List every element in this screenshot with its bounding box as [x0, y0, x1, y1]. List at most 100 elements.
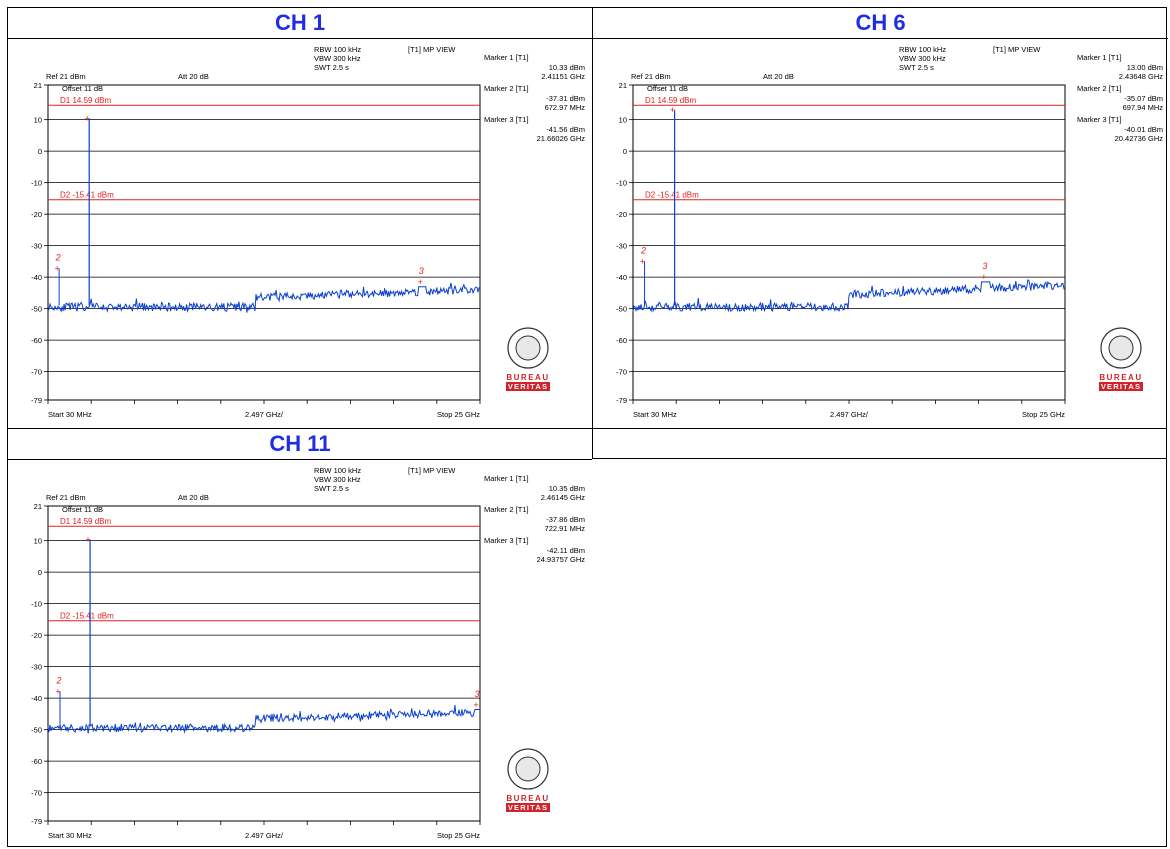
- marker-cross: +: [85, 535, 90, 545]
- ref-label: Ref 21 dBm: [46, 493, 86, 502]
- marker-readout-level: -42.11 dBm: [547, 546, 585, 555]
- offset-label: Offset 11 dB: [62, 84, 103, 93]
- limit-label: D2 -15.41 dBm: [60, 612, 114, 621]
- x-div-label: 2.497 GHz/: [830, 410, 869, 419]
- att-label: Att 20 dB: [178, 72, 209, 81]
- marker-readout-title: Marker 1 [T1]: [484, 474, 529, 483]
- ref-label: Ref 21 dBm: [46, 72, 86, 81]
- panel-ch11: CH 11 RBW 100 kHz VBW 300 kHz SWT 2.5 s [T1…: [8, 429, 592, 848]
- limit-label: D2 -15.41 dBm: [60, 191, 114, 200]
- y-tick-label: -60: [31, 757, 42, 766]
- y-tick-label: 21: [34, 502, 42, 511]
- y-tick-label: -70: [31, 789, 42, 798]
- marker-readout-title: Marker 3 [T1]: [484, 536, 529, 545]
- y-tick-label: 0: [623, 147, 627, 156]
- marker-cross: +: [54, 264, 59, 274]
- trace-line: [47, 705, 480, 734]
- marker-cross: +: [640, 257, 645, 267]
- vbw-label: VBW 300 kHz: [314, 54, 361, 63]
- panel-ch1: CH 1 RBW 100 kHz VBW 300 kHz SWT 2.5 s [T1]…: [8, 8, 592, 428]
- logo-word-box: [506, 373, 550, 381]
- limit-label: D2 -15.41 dBm: [645, 191, 699, 200]
- y-tick-label: -70: [616, 368, 627, 377]
- x-stop-label: Stop 25 GHz: [1022, 410, 1065, 419]
- y-tick-label: 10: [34, 116, 42, 125]
- vbw-label: VBW 300 kHz: [899, 54, 946, 63]
- y-tick-label: -10: [31, 179, 42, 188]
- limit-label: D1 14.59 dBm: [60, 517, 111, 526]
- ref-label: Ref 21 dBm: [631, 72, 671, 81]
- y-tick-label: -40: [31, 273, 42, 282]
- plot-frame: [632, 84, 1066, 401]
- y-tick-label: -40: [616, 273, 627, 282]
- logo-word-band: [506, 803, 550, 812]
- marker-cross: +: [670, 105, 675, 115]
- marker-cross: +: [473, 700, 478, 710]
- offset-label: Offset 11 dB: [62, 505, 103, 514]
- logo-word-veritas: VERITAS: [508, 382, 548, 391]
- x-stop-label: Stop 25 GHz: [437, 831, 480, 840]
- marker-number: 3: [474, 689, 479, 699]
- panel-title: CH 6: [593, 8, 1168, 39]
- y-tick-label: -79: [31, 396, 42, 405]
- x-start-label: Start 30 MHz: [48, 831, 92, 840]
- marker-number: 2: [640, 246, 646, 256]
- y-tick-label: -10: [616, 179, 627, 188]
- marker-readout-title: Marker 1 [T1]: [1077, 53, 1122, 62]
- y-tick-label: 0: [38, 147, 42, 156]
- att-label: Att 20 dB: [178, 493, 209, 502]
- marker-readout-level: -40.01 dBm: [1124, 125, 1163, 134]
- logo-word-band: [1099, 382, 1143, 391]
- y-tick-label: 21: [34, 81, 42, 90]
- y-tick-label: -50: [616, 305, 627, 314]
- marker-readout-title: Marker 3 [T1]: [484, 115, 529, 124]
- marker-readout-level: -37.31 dBm: [546, 94, 585, 103]
- panel-title: CH 11: [8, 429, 592, 460]
- panel-ch6: CH 6 RBW 100 kHz VBW 300 kHz SWT 2.5 s [T1]…: [593, 8, 1168, 428]
- view-label: [T1] MP VIEW: [993, 45, 1041, 54]
- rbw-label: RBW 100 kHz: [314, 466, 361, 475]
- marker-readout-title: Marker 2 [T1]: [484, 505, 529, 514]
- marker-readout-level: 10.33 dBm: [549, 63, 585, 72]
- marker-readout-freq: 2.46145 GHz: [541, 493, 585, 502]
- plot-frame: [47, 84, 481, 401]
- marker-readout-title: Marker 2 [T1]: [1077, 84, 1122, 93]
- att-label: Att 20 dB: [763, 72, 794, 81]
- y-tick-label: -30: [31, 663, 42, 672]
- y-tick-label: -10: [31, 600, 42, 609]
- marker-readout-level: -41.56 dBm: [546, 125, 585, 134]
- y-tick-label: -70: [31, 368, 42, 377]
- x-stop-label: Stop 25 GHz: [437, 410, 480, 419]
- offset-label: Offset 11 dB: [647, 84, 688, 93]
- logo-seal-inner: [1108, 335, 1134, 361]
- marker-number: 2: [55, 253, 61, 263]
- marker-cross: +: [55, 686, 60, 696]
- report-table: CH 1 RBW 100 kHz VBW 300 kHz SWT 2.5 s [T1]…: [7, 7, 1168, 848]
- logo-word-bureau: BUREAU: [1099, 373, 1142, 382]
- y-tick-label: 21: [619, 81, 627, 90]
- y-tick-label: -60: [31, 336, 42, 345]
- marker-cross: +: [85, 114, 90, 124]
- marker-readout-level: -35.07 dBm: [1124, 94, 1163, 103]
- plot-frame: [47, 505, 481, 822]
- marker-readout-freq: 2.43648 GHz: [1119, 72, 1163, 81]
- marker-readout-freq: 2.41151 GHz: [541, 72, 585, 81]
- swt-label: SWT 2.5 s: [314, 63, 349, 72]
- marker-readout-level: 10.35 dBm: [549, 484, 585, 493]
- marker-readout-title: Marker 3 [T1]: [1077, 115, 1122, 124]
- marker-number: 2: [55, 675, 61, 685]
- y-tick-label: -20: [31, 210, 42, 219]
- y-tick-label: -20: [616, 210, 627, 219]
- column-divider: [592, 8, 593, 428]
- marker-number: 3: [419, 266, 424, 276]
- y-tick-label: -60: [616, 336, 627, 345]
- y-tick-label: 0: [38, 568, 42, 577]
- logo-word-bureau: BUREAU: [506, 794, 549, 803]
- view-label: [T1] MP VIEW: [408, 466, 456, 475]
- y-tick-label: -50: [31, 726, 42, 735]
- vbw-label: VBW 300 kHz: [314, 475, 361, 484]
- logo-word-box: [1099, 373, 1143, 381]
- marker-readout-freq: 672.97 MHz: [545, 103, 586, 112]
- marker-readout-level: 13.00 dBm: [1127, 63, 1163, 72]
- y-tick-label: -30: [31, 242, 42, 251]
